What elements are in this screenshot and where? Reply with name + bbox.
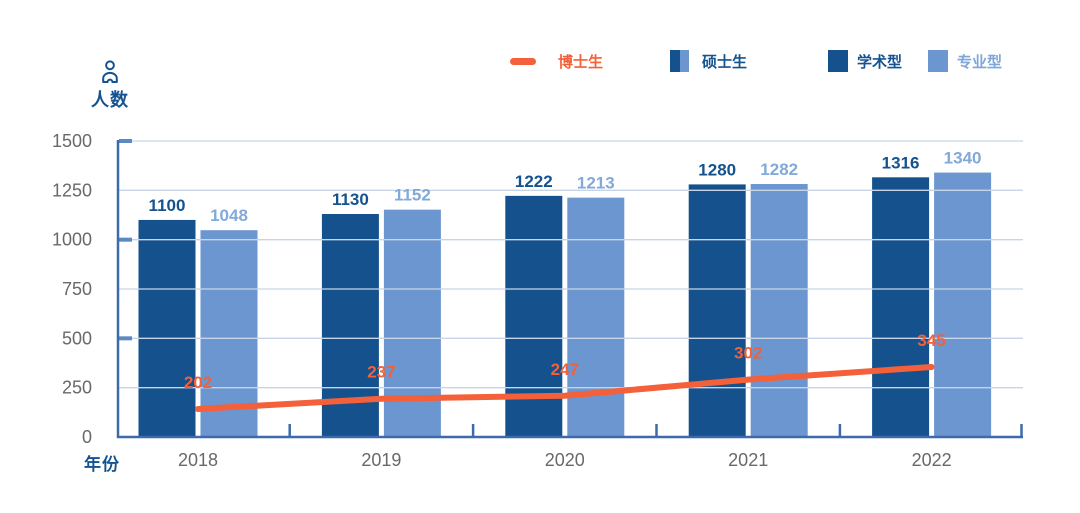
person-icon <box>102 60 118 83</box>
bar-professional-2018 <box>200 230 258 437</box>
split-square-right <box>679 50 689 72</box>
bar-label-professional-2018: 1048 <box>210 206 248 225</box>
line-swatch-icon <box>510 57 536 65</box>
square-swatch-icon <box>828 50 848 72</box>
bar-academic-2021 <box>688 184 746 437</box>
line-label-phd-2020: 247 <box>551 360 579 379</box>
bar-academic-2018 <box>138 219 196 437</box>
bar-label-professional-2020: 1213 <box>577 174 615 193</box>
legend-item-professional[interactable]: 专业型 <box>928 48 1002 74</box>
split-square-left <box>670 50 680 72</box>
bar-label-academic-2018: 1100 <box>149 196 186 215</box>
y-tick-label-0: 0 <box>82 427 92 447</box>
line-phd <box>195 363 935 412</box>
bar-label-academic-2022: 1316 <box>882 153 920 172</box>
bar-professional-2022 <box>934 172 992 437</box>
y-tick-label-500: 500 <box>62 328 92 348</box>
bar-academic-2020 <box>505 195 563 437</box>
y-tick-label-750: 750 <box>62 279 92 299</box>
y-tick-label-1000: 1000 <box>52 230 92 250</box>
y-tick-label-250: 250 <box>62 378 92 398</box>
bar-label-academic-2021: 1280 <box>698 160 736 179</box>
legend-label: 学术型 <box>857 53 903 71</box>
bar-professional-2019 <box>383 209 441 437</box>
y-axis-title-block: 人数 <box>84 60 136 112</box>
legend-item-academic[interactable]: 学术型 <box>828 48 902 74</box>
bar-professional-2020 <box>567 197 625 437</box>
bar-label-professional-2021: 1282 <box>760 160 798 179</box>
x-tick-label-2019: 2019 <box>361 450 401 470</box>
bar-academic-2022 <box>872 177 930 437</box>
x-axis-title: 年份 <box>84 455 120 474</box>
x-tick-label-2020: 2020 <box>545 450 585 470</box>
line-label-phd-2019: 237 <box>367 363 395 382</box>
chart-legend: 博士生 硕士生 学术型 专业型 <box>510 48 1030 74</box>
y-tick-label-1250: 1250 <box>52 180 92 200</box>
split-square-swatch-icon <box>670 50 689 72</box>
bar-label-professional-2022: 1340 <box>944 149 982 168</box>
x-tick-label-2022: 2022 <box>912 450 952 470</box>
line-label-phd-2021: 302 <box>734 344 762 363</box>
line-label-phd-2018: 202 <box>184 373 212 392</box>
bar-professional-2021 <box>750 184 808 437</box>
x-tick-label-2021: 2021 <box>728 450 768 470</box>
bar-label-professional-2019: 1152 <box>394 186 431 205</box>
y-axis-title: 人数 <box>91 90 129 110</box>
bar-label-academic-2020: 1222 <box>515 172 553 191</box>
line-label-phd-2022: 345 <box>917 331 945 350</box>
legend-item-phd[interactable]: 博士生 <box>510 48 603 74</box>
bar-label-academic-2019: 1130 <box>332 190 369 209</box>
square-swatch-icon <box>928 50 948 72</box>
legend-item-masters[interactable]: 硕士生 <box>670 48 747 74</box>
x-tick-label-2018: 2018 <box>178 450 218 470</box>
legend-label: 专业型 <box>957 53 1003 71</box>
legend-label: 博士生 <box>558 53 604 71</box>
y-tick-label-1500: 1500 <box>52 131 92 151</box>
legend-label: 硕士生 <box>702 53 748 71</box>
